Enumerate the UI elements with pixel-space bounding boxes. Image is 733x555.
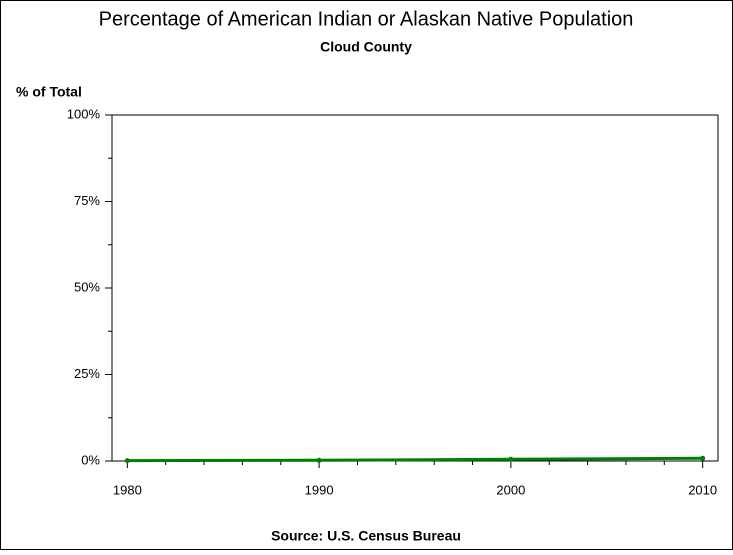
chart-title: Percentage of American Indian or Alaskan… <box>99 8 634 30</box>
data-point <box>700 455 706 461</box>
data-line <box>127 456 703 463</box>
x-tick-label: 1990 <box>305 482 334 497</box>
y-tick-label: 50% <box>74 279 100 294</box>
y-tick-label: 100% <box>67 106 101 121</box>
y-axis-label: % of Total <box>16 84 82 100</box>
data-point <box>124 458 130 464</box>
chart-subtitle: Cloud County <box>320 39 412 55</box>
x-tick-label: 1980 <box>113 482 142 497</box>
x-tick-label: 2000 <box>496 482 525 497</box>
y-tick-label: 25% <box>74 366 100 381</box>
x-tick-label: 2010 <box>688 482 717 497</box>
y-tick-label: 75% <box>74 193 100 208</box>
data-point <box>316 457 322 463</box>
data-point <box>508 456 514 462</box>
y-tick-label: 0% <box>81 452 100 467</box>
source-note: Source: U.S. Census Bureau <box>271 528 461 544</box>
